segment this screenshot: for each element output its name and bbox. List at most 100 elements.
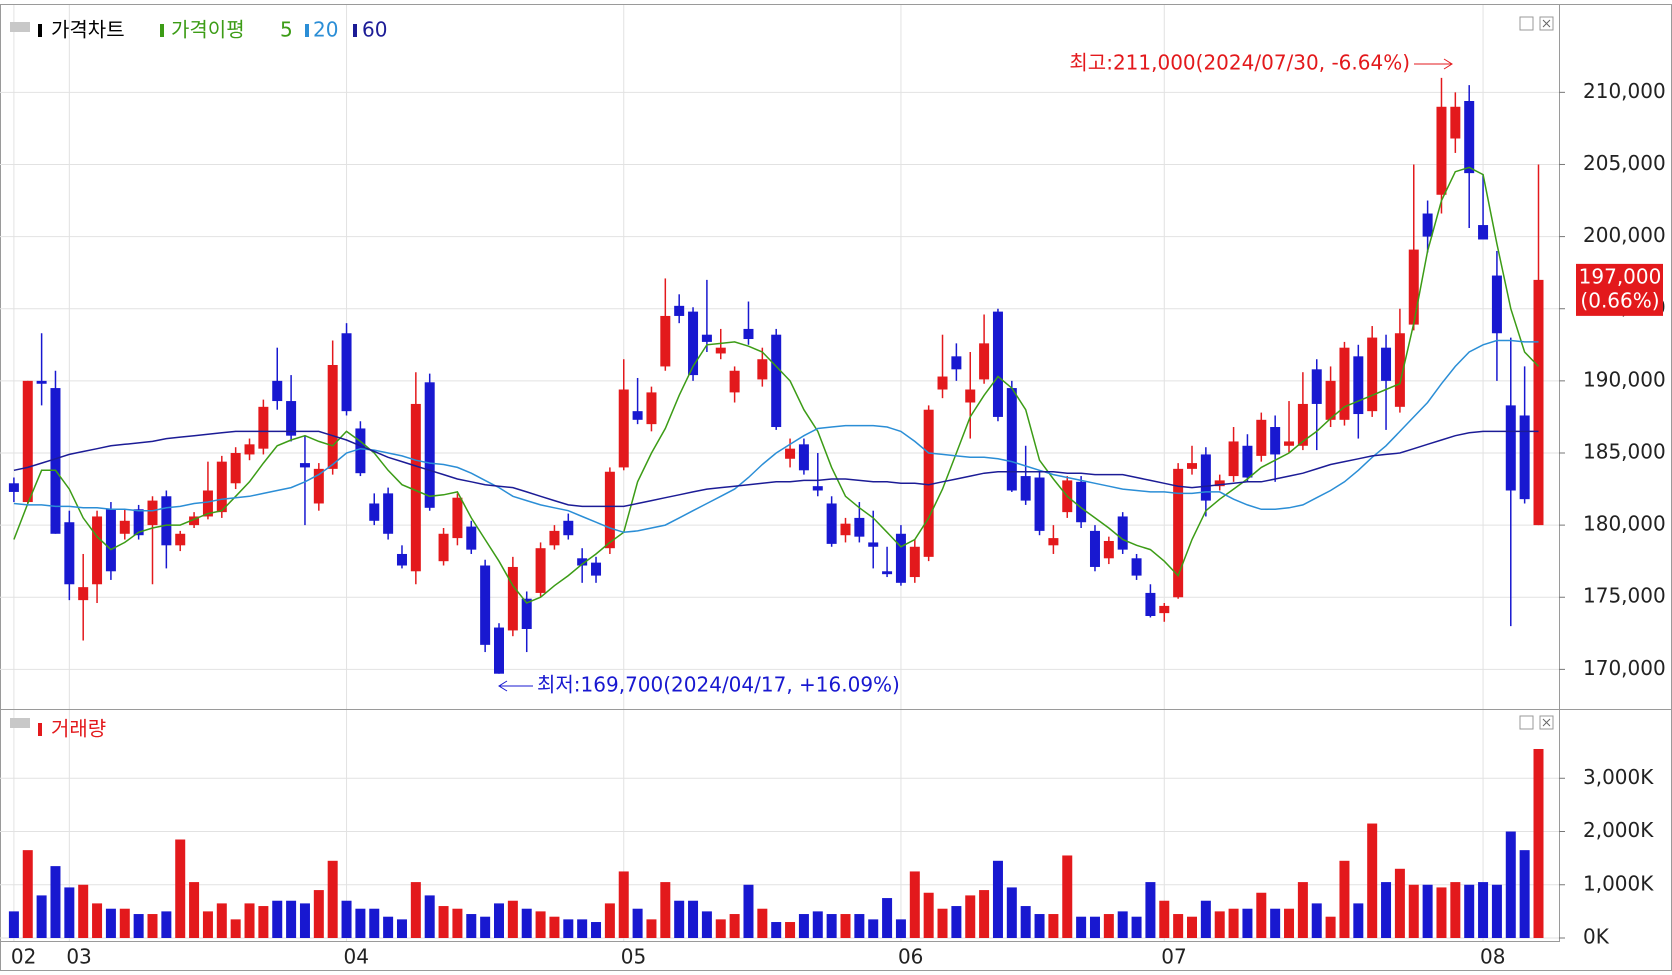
candle-body bbox=[937, 376, 948, 390]
candle-body bbox=[812, 486, 823, 491]
legend-entry[interactable]: 20 bbox=[313, 18, 338, 42]
candle-body bbox=[161, 496, 172, 546]
candle-body bbox=[798, 444, 809, 471]
volume-bar bbox=[549, 916, 560, 938]
volume-bar bbox=[341, 900, 352, 938]
x-tick-label: 07 bbox=[1161, 945, 1186, 969]
candle-body bbox=[1353, 356, 1364, 415]
volume-bar bbox=[78, 884, 89, 938]
candle-body bbox=[979, 343, 990, 380]
volume-bar bbox=[355, 908, 366, 938]
volume-bar bbox=[1131, 916, 1142, 938]
last-price-label: 197,000 bbox=[1579, 264, 1662, 288]
last-price-box bbox=[1576, 263, 1663, 316]
candle-body bbox=[563, 520, 574, 536]
volume-bar bbox=[785, 922, 796, 938]
candle-body bbox=[785, 448, 796, 459]
volume-bar bbox=[1187, 916, 1197, 938]
maximize-button[interactable] bbox=[1519, 16, 1534, 31]
x-tick-label: 04 bbox=[344, 945, 369, 969]
volume-bar bbox=[618, 871, 629, 938]
volume-bar bbox=[216, 903, 227, 938]
candle-body bbox=[965, 389, 976, 403]
candle-body bbox=[826, 503, 837, 544]
volume-bar bbox=[660, 882, 671, 938]
volume-bar bbox=[1020, 906, 1031, 938]
volume-bar bbox=[175, 839, 186, 938]
volume-bar bbox=[1242, 908, 1253, 938]
candle-body bbox=[1200, 454, 1211, 501]
x-tick-label: 03 bbox=[66, 945, 91, 969]
candle-body bbox=[1020, 476, 1031, 501]
candle-body bbox=[119, 520, 130, 534]
candle-body bbox=[1436, 106, 1447, 195]
volume-bar bbox=[1353, 903, 1364, 938]
y-tick-label: 205,000 bbox=[1583, 151, 1666, 175]
candle-body bbox=[175, 533, 186, 546]
candle-body bbox=[1394, 333, 1405, 407]
candle-body bbox=[1103, 540, 1114, 559]
candle-body bbox=[147, 500, 158, 526]
volume-bar bbox=[1367, 823, 1378, 938]
candle-body bbox=[494, 627, 504, 674]
candle-body bbox=[701, 334, 712, 342]
volume-bar bbox=[1297, 882, 1308, 938]
pane-icon[interactable] bbox=[10, 718, 30, 728]
candle-body bbox=[507, 566, 518, 631]
volume-bar bbox=[854, 914, 865, 938]
volume-bar bbox=[1325, 916, 1336, 938]
volume-bar bbox=[937, 908, 948, 938]
maximize-button[interactable] bbox=[1519, 715, 1534, 730]
volume-bar bbox=[1173, 914, 1184, 938]
pane-title: 거래량 bbox=[51, 717, 106, 741]
candle-body bbox=[1297, 403, 1308, 446]
volume-bar bbox=[1062, 855, 1073, 938]
candle-body bbox=[1034, 477, 1045, 531]
candle-body bbox=[1491, 275, 1502, 334]
volume-bar bbox=[1478, 882, 1489, 938]
candle-body bbox=[1242, 445, 1253, 478]
candle-body bbox=[1214, 480, 1225, 487]
volume-bar bbox=[909, 871, 920, 938]
y-tick-label: 1,000K bbox=[1583, 871, 1654, 895]
volume-bar bbox=[424, 895, 435, 938]
volume-bar bbox=[1450, 882, 1461, 938]
candle-body bbox=[1117, 516, 1128, 550]
candle-body bbox=[313, 468, 324, 504]
candle-body bbox=[438, 533, 449, 562]
y-tick-label: 210,000 bbox=[1583, 79, 1666, 103]
volume-bar bbox=[979, 890, 990, 938]
candle-body bbox=[688, 311, 699, 376]
candle-body bbox=[549, 530, 560, 546]
candle-body bbox=[258, 406, 269, 449]
legend-swatch bbox=[160, 24, 164, 37]
volume-bar bbox=[133, 914, 144, 938]
pane-icon[interactable] bbox=[10, 22, 30, 32]
volume-bar bbox=[1034, 914, 1045, 938]
volume-bar bbox=[161, 911, 172, 938]
candle-body bbox=[646, 392, 657, 425]
volume-bar bbox=[951, 906, 962, 938]
legend-swatch bbox=[353, 24, 357, 37]
volume-bar bbox=[965, 895, 976, 938]
candle-body bbox=[1145, 592, 1156, 617]
candle-body bbox=[1187, 463, 1197, 469]
y-tick-label: 0K bbox=[1583, 925, 1610, 949]
volume-bar bbox=[452, 908, 463, 938]
volume-bar bbox=[189, 882, 200, 938]
candle-body bbox=[992, 311, 1003, 417]
legend-entry[interactable]: 5 bbox=[280, 18, 293, 42]
volume-bar bbox=[494, 903, 504, 938]
candle-body bbox=[729, 370, 740, 393]
volume-bar bbox=[410, 882, 421, 938]
volume-bar bbox=[92, 903, 103, 938]
candle-body bbox=[674, 305, 685, 316]
candle-body bbox=[840, 523, 851, 536]
candle-body bbox=[1048, 538, 1059, 546]
y-tick-label: 175,000 bbox=[1583, 584, 1666, 608]
volume-bar bbox=[480, 916, 491, 938]
candle-body bbox=[327, 364, 338, 469]
legend-entry[interactable]: 60 bbox=[362, 18, 387, 42]
candle-body bbox=[1367, 337, 1378, 412]
